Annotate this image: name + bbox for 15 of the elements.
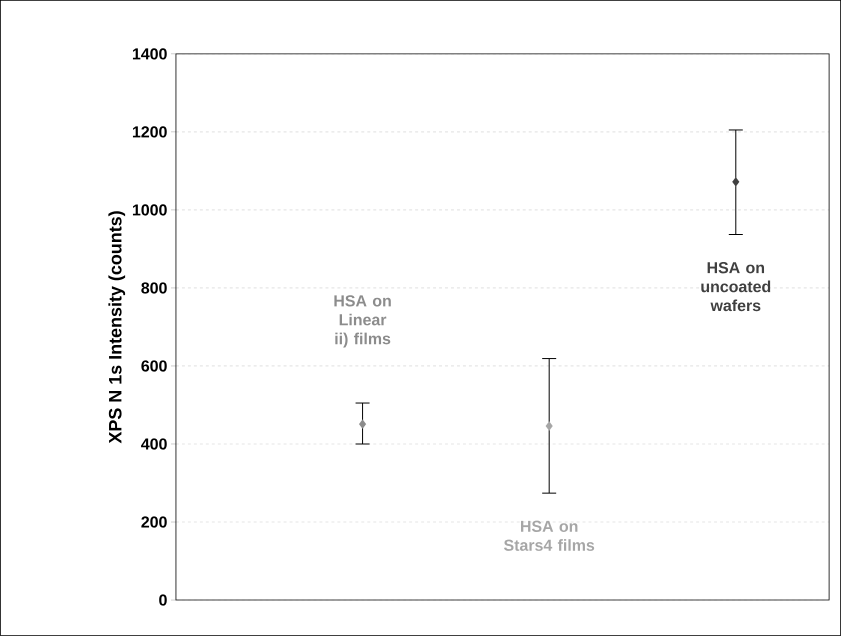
point [546, 421, 553, 431]
y-tick-label: 400 [141, 438, 167, 450]
y-tick-label: 600 [141, 360, 167, 372]
y-axis-title: XPS N 1s Intensity (counts) [108, 211, 126, 444]
text: HSA on uncoated wafers [701, 262, 770, 312]
point [732, 177, 740, 187]
text: HSA on Stars4 films [504, 520, 594, 551]
y-tick-label: 1400 [132, 48, 167, 60]
text: HSA on Linear ii) films [334, 295, 391, 348]
y-tick-label: 800 [141, 282, 167, 294]
y-tick-label: 0 [159, 594, 167, 606]
y-tick-label: 1200 [132, 126, 167, 138]
y-tick-label: 1000 [132, 204, 167, 216]
y-tick-label: 200 [141, 516, 167, 528]
point [358, 419, 366, 429]
